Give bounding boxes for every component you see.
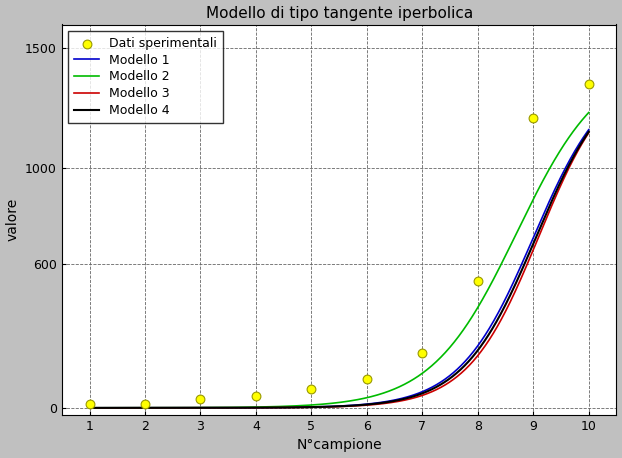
- Modello 2: [86, 405, 93, 410]
- Modello 2: [585, 110, 592, 115]
- Dati sperimentali: [417, 349, 427, 356]
- Modello 4: [86, 405, 93, 410]
- Line: Modello 3: Modello 3: [90, 133, 588, 408]
- Modello 1: [137, 405, 144, 410]
- Modello 4: [429, 386, 436, 392]
- Modello 2: [305, 403, 313, 408]
- Modello 2: [137, 405, 144, 410]
- Dati sperimentali: [583, 81, 593, 88]
- Modello 1: [484, 328, 491, 333]
- Modello 3: [288, 405, 295, 410]
- Dati sperimentali: [251, 393, 261, 400]
- Modello 2: [475, 303, 483, 309]
- Modello 3: [585, 130, 592, 136]
- Dati sperimentali: [473, 277, 483, 284]
- Modello 1: [288, 404, 295, 410]
- Modello 2: [484, 287, 491, 293]
- Line: Modello 4: Modello 4: [90, 132, 588, 408]
- Modello 3: [137, 405, 144, 410]
- Legend: Dati sperimentali, Modello 1, Modello 2, Modello 3, Modello 4: Dati sperimentali, Modello 1, Modello 2,…: [68, 31, 223, 123]
- Dati sperimentali: [195, 395, 205, 403]
- Modello 1: [429, 384, 436, 390]
- Modello 4: [585, 129, 592, 135]
- Modello 3: [475, 352, 483, 357]
- Modello 4: [288, 405, 295, 410]
- Modello 1: [305, 404, 313, 410]
- Modello 3: [86, 405, 93, 410]
- Modello 2: [429, 362, 436, 368]
- Modello 2: [288, 403, 295, 409]
- Dati sperimentali: [307, 385, 317, 393]
- Modello 1: [585, 127, 592, 132]
- Modello 3: [484, 339, 491, 345]
- Line: Modello 1: Modello 1: [90, 130, 588, 408]
- Modello 3: [429, 389, 436, 394]
- Dati sperimentali: [528, 114, 538, 122]
- Modello 4: [475, 346, 483, 352]
- Line: Modello 2: Modello 2: [90, 113, 588, 408]
- Modello 3: [305, 404, 313, 410]
- Modello 4: [305, 404, 313, 410]
- Modello 1: [475, 342, 483, 347]
- Dati sperimentali: [362, 376, 372, 383]
- Dati sperimentali: [140, 400, 150, 407]
- X-axis label: N°campione: N°campione: [296, 438, 382, 453]
- Title: Modello di tipo tangente iperbolica: Modello di tipo tangente iperbolica: [205, 5, 473, 21]
- Modello 4: [484, 333, 491, 339]
- Modello 4: [137, 405, 144, 410]
- Y-axis label: valore: valore: [6, 198, 19, 241]
- Modello 1: [86, 405, 93, 410]
- Dati sperimentali: [85, 400, 95, 407]
